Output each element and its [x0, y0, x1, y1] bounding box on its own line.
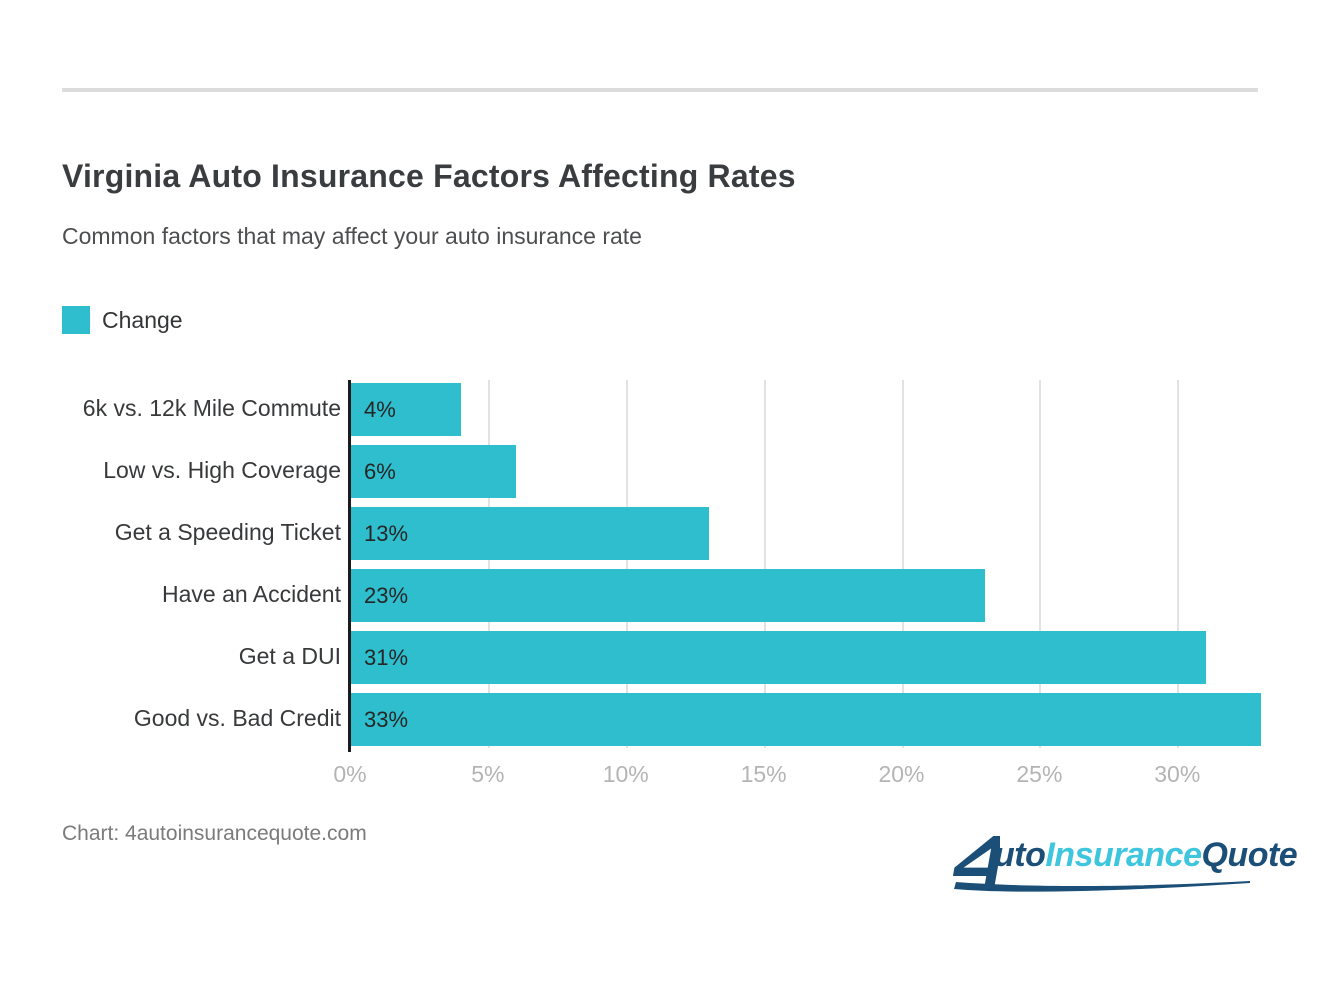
- x-tick-label: 5%: [471, 761, 505, 787]
- brand-logo-text: utoInsuranceQuote: [994, 836, 1298, 875]
- chart-subtitle: Common factors that may affect your auto…: [62, 223, 642, 249]
- category-label: Low vs. High Coverage: [103, 457, 341, 483]
- bar: 31%: [351, 631, 1206, 684]
- bar-chart: 0% 5% 10% 15% 20% 25% 30% 6k vs. 12k Mile Comm…: [0, 380, 1320, 810]
- legend-label: Change: [102, 306, 183, 333]
- gridline: [763, 380, 766, 748]
- bar-value-label: 31%: [364, 645, 409, 670]
- x-tick-label: 15%: [740, 761, 787, 787]
- bar-value-label: 13%: [364, 521, 409, 546]
- category-label: Have an Accident: [161, 581, 341, 607]
- source-note: Chart: 4autoinsurancequote.com: [62, 822, 367, 845]
- x-tick-label: 25%: [1016, 761, 1063, 787]
- category-label: Get a Speeding Ticket: [114, 519, 341, 545]
- logo-part-quote: Quote: [1201, 836, 1298, 874]
- bar-value-label: 6%: [364, 459, 396, 484]
- gridline: [625, 380, 628, 748]
- gridline: [1039, 380, 1042, 748]
- x-tick-label: 0%: [333, 761, 367, 787]
- category-label: Good vs. Bad Credit: [133, 705, 341, 731]
- x-tick-label: 10%: [602, 761, 649, 787]
- legend-swatch: [62, 306, 90, 334]
- logo-swoosh-icon: [954, 881, 1250, 892]
- brand-logo: utoInsuranceQuote: [950, 831, 1298, 895]
- gridline: [487, 380, 490, 748]
- bar: 4%: [351, 383, 462, 436]
- x-tick-label: 30%: [1154, 761, 1201, 787]
- logo-stylized-a-icon: [952, 836, 1000, 886]
- top-divider: [62, 88, 1258, 92]
- gridline: [901, 380, 904, 748]
- gridline: [1177, 380, 1180, 748]
- bar-value-label: 4%: [364, 397, 396, 422]
- logo-part-auto: uto: [994, 836, 1046, 874]
- bar: 33%: [351, 693, 1261, 746]
- bar-value-label: 33%: [364, 707, 409, 732]
- bar: 23%: [351, 569, 986, 622]
- x-tick-label: 20%: [878, 761, 925, 787]
- bar: 6%: [351, 445, 517, 498]
- category-label: Get a DUI: [238, 643, 341, 669]
- bar: 13%: [351, 507, 710, 560]
- bar-value-label: 23%: [364, 583, 409, 608]
- chart-title: Virginia Auto Insurance Factors Affectin…: [62, 158, 796, 194]
- logo-part-insurance: Insurance: [1045, 836, 1202, 874]
- y-axis-line: [348, 380, 351, 752]
- category-label: 6k vs. 12k Mile Commute: [82, 395, 341, 421]
- legend: Change: [62, 306, 183, 334]
